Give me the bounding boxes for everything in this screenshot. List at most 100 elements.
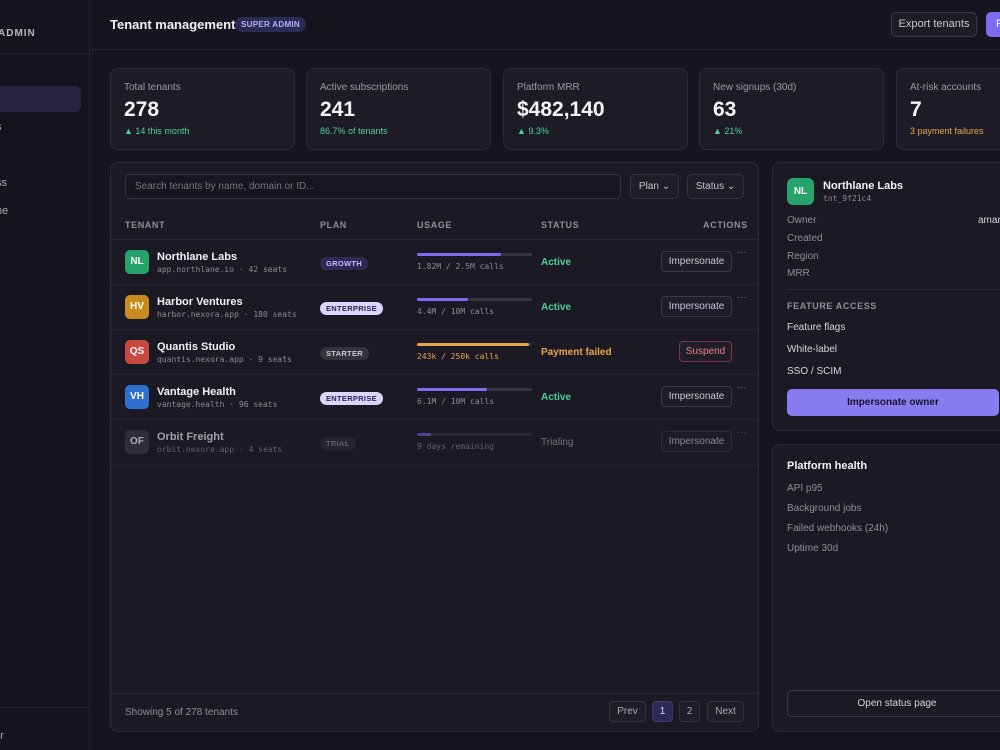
stat-trend: ▲ 21% [713,126,743,136]
stat-label: Total tenants [124,82,181,93]
page-1-button[interactable]: 1 [652,701,673,722]
tenant-name: Quantis Studio [157,341,236,353]
usage-bar-fill [417,433,431,436]
status-label: Active [541,392,572,403]
sidebar-divider [0,53,89,54]
table-row[interactable]: QS Quantis Studio quantis.nexora.app · 9… [111,330,758,375]
prev-page-button[interactable]: Prev [609,701,646,722]
stat-trend: ▲ 14 this month [124,126,190,136]
more-actions-icon[interactable]: ··· [737,292,747,303]
usage-bar [417,343,532,346]
usage-text: 243k / 250k calls [417,352,499,361]
usage-bar-fill [417,253,501,256]
status-label: Payment failed [541,347,612,358]
table-row[interactable]: NL Northlane Labs app.northlane.io · 42 … [111,240,758,285]
tenant-name: Orbit Freight [157,431,224,443]
plan-badge: TRIAL [320,437,356,450]
tenant-meta: harbor.nexora.app · 180 seats [157,310,297,319]
plan-badge: ENTERPRISE [320,302,383,315]
more-actions-icon[interactable]: ··· [737,247,747,258]
stat-card-new-signups: New signups (30d) 63 ▲ 21% [699,68,884,150]
usage-bar [417,388,532,391]
sidebar-item[interactable]: ne [0,205,9,217]
stat-value: 63 [713,98,737,121]
stat-label: Active subscriptions [320,82,409,93]
impersonate-button[interactable]: Impersonate [661,431,732,452]
column-header-actions: ACTIONS [703,220,748,230]
usage-text: 6.1M / 10M calls [417,397,495,406]
tenants-table-panel: Plan ⌄ Status ⌄ TENANT PLAN USAGE STATUS… [110,162,759,732]
platform-health-title: Platform health [787,460,868,472]
page-2-button[interactable]: 2 [679,701,700,722]
next-page-button[interactable]: Next [707,701,744,722]
table-footer-divider [111,693,758,694]
detail-tenant-name: Northlane Labs [823,180,904,192]
feature-flags-label: Feature flags [787,322,846,333]
impersonate-button[interactable]: Impersonate [661,251,732,272]
open-status-page-button[interactable]: Open status page [787,690,1000,717]
field-label-created: Created [787,233,823,244]
sso-scim-label: SSO / SCIM [787,366,842,377]
tenant-avatar: HV [125,295,149,319]
tenant-meta: orbit.nexora.app · 4 seats [157,445,283,454]
usage-bar-fill [417,343,529,346]
usage-text: 1.82M / 2.5M calls [417,262,504,271]
more-actions-icon[interactable]: ··· [737,427,747,438]
table-row[interactable]: HV Harbor Ventures harbor.nexora.app · 1… [111,285,758,330]
suspend-button[interactable]: Suspend [679,341,732,362]
stat-label: At-risk accounts [910,82,982,93]
role-badge: SUPER ADMIN [235,17,307,32]
sidebar-footer-user[interactable]: er [0,730,4,742]
sidebar-item-active[interactable] [0,86,81,112]
column-header-tenant: TENANT [125,220,166,230]
impersonate-button[interactable]: Impersonate [661,386,732,407]
table-row[interactable]: OF Orbit Freight orbit.nexora.app · 4 se… [111,420,758,465]
tenant-name: Northlane Labs [157,251,238,263]
tenant-search-input[interactable] [125,174,621,199]
tenant-name: Vantage Health [157,386,236,398]
field-value-owner: amar [978,215,1000,226]
stat-trend: ▲ 9.3% [517,126,549,136]
usage-bar [417,253,532,256]
status-filter-dropdown[interactable]: Status ⌄ [687,174,744,199]
impersonate-owner-button[interactable]: Impersonate owner [787,389,999,416]
detail-divider [787,289,1000,290]
usage-bar [417,298,532,301]
plan-badge: STARTER [320,347,369,360]
health-metric-api-p95: API p95 [787,483,823,494]
health-metric-failed-webhooks: Failed webhooks (24h) [787,523,889,534]
topbar: Tenant management SUPER ADMIN Export ten… [90,0,1000,50]
sidebar-item[interactable]: s [0,121,2,133]
stat-value: 278 [124,98,160,121]
field-label-mrr: MRR [787,268,810,279]
plan-filter-dropdown[interactable]: Plan ⌄ [630,174,679,199]
sidebar-brand: ADMIN [0,28,36,39]
status-label: Active [541,257,572,268]
tenant-avatar: QS [125,340,149,364]
usage-text: 9 days remaining [417,442,495,451]
tenant-avatar: VH [125,385,149,409]
field-label-region: Region [787,251,819,262]
stat-card-at-risk: At-risk accounts 7 3 payment failures [896,68,1000,150]
usage-bar [417,433,532,436]
more-actions-icon[interactable]: ··· [737,382,747,393]
table-row[interactable]: VH Vantage Health vantage.health · 96 se… [111,375,758,420]
platform-health-panel: Platform health API p95 Background jobs … [772,444,1000,732]
stat-trend: 86.7% of tenants [320,126,388,136]
primary-action-button[interactable]: F [986,12,1000,37]
usage-bar-fill [417,298,468,301]
tenant-avatar: OF [125,430,149,454]
column-header-usage: USAGE [417,220,453,230]
stat-label: New signups (30d) [713,82,797,93]
column-header-status: STATUS [541,220,580,230]
status-label: Trialing [541,437,574,448]
plan-badge: GROWTH [320,257,368,270]
stat-value: 241 [320,98,356,121]
stat-card-total-tenants: Total tenants 278 ▲ 14 this month [110,68,295,150]
impersonate-button[interactable]: Impersonate [661,296,732,317]
stat-label: Platform MRR [517,82,580,93]
usage-text: 4.4M / 10M calls [417,307,495,316]
sidebar-item[interactable]: ss [0,177,7,189]
sidebar: ADMIN s ss ne er [0,0,90,750]
export-tenants-button[interactable]: Export tenants [891,12,977,37]
